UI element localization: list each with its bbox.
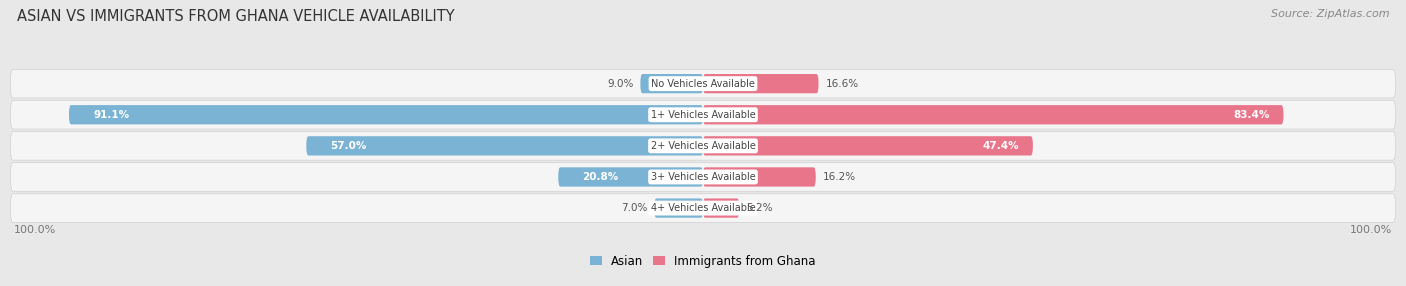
FancyBboxPatch shape: [654, 198, 703, 218]
FancyBboxPatch shape: [69, 105, 703, 124]
FancyBboxPatch shape: [703, 198, 740, 218]
FancyBboxPatch shape: [10, 69, 1396, 98]
Text: 57.0%: 57.0%: [330, 141, 367, 151]
Text: 1+ Vehicles Available: 1+ Vehicles Available: [651, 110, 755, 120]
Text: No Vehicles Available: No Vehicles Available: [651, 79, 755, 89]
Text: 7.0%: 7.0%: [621, 203, 647, 213]
FancyBboxPatch shape: [10, 100, 1396, 129]
Text: 4+ Vehicles Available: 4+ Vehicles Available: [651, 203, 755, 213]
FancyBboxPatch shape: [10, 194, 1396, 223]
Text: 3+ Vehicles Available: 3+ Vehicles Available: [651, 172, 755, 182]
Legend: Asian, Immigrants from Ghana: Asian, Immigrants from Ghana: [591, 255, 815, 268]
FancyBboxPatch shape: [703, 167, 815, 186]
FancyBboxPatch shape: [558, 167, 703, 186]
FancyBboxPatch shape: [703, 105, 1284, 124]
Text: 20.8%: 20.8%: [582, 172, 619, 182]
Text: 47.4%: 47.4%: [983, 141, 1019, 151]
Text: 91.1%: 91.1%: [93, 110, 129, 120]
FancyBboxPatch shape: [307, 136, 703, 156]
FancyBboxPatch shape: [10, 132, 1396, 160]
Text: 2+ Vehicles Available: 2+ Vehicles Available: [651, 141, 755, 151]
FancyBboxPatch shape: [640, 74, 703, 93]
Text: 9.0%: 9.0%: [607, 79, 633, 89]
FancyBboxPatch shape: [703, 74, 818, 93]
Text: 5.2%: 5.2%: [747, 203, 773, 213]
Text: 100.0%: 100.0%: [1350, 225, 1392, 235]
Text: 100.0%: 100.0%: [14, 225, 56, 235]
FancyBboxPatch shape: [703, 136, 1033, 156]
Text: 83.4%: 83.4%: [1233, 110, 1270, 120]
Text: Source: ZipAtlas.com: Source: ZipAtlas.com: [1271, 9, 1389, 19]
Text: ASIAN VS IMMIGRANTS FROM GHANA VEHICLE AVAILABILITY: ASIAN VS IMMIGRANTS FROM GHANA VEHICLE A…: [17, 9, 454, 23]
Text: 16.2%: 16.2%: [823, 172, 856, 182]
FancyBboxPatch shape: [10, 163, 1396, 191]
Text: 16.6%: 16.6%: [825, 79, 859, 89]
